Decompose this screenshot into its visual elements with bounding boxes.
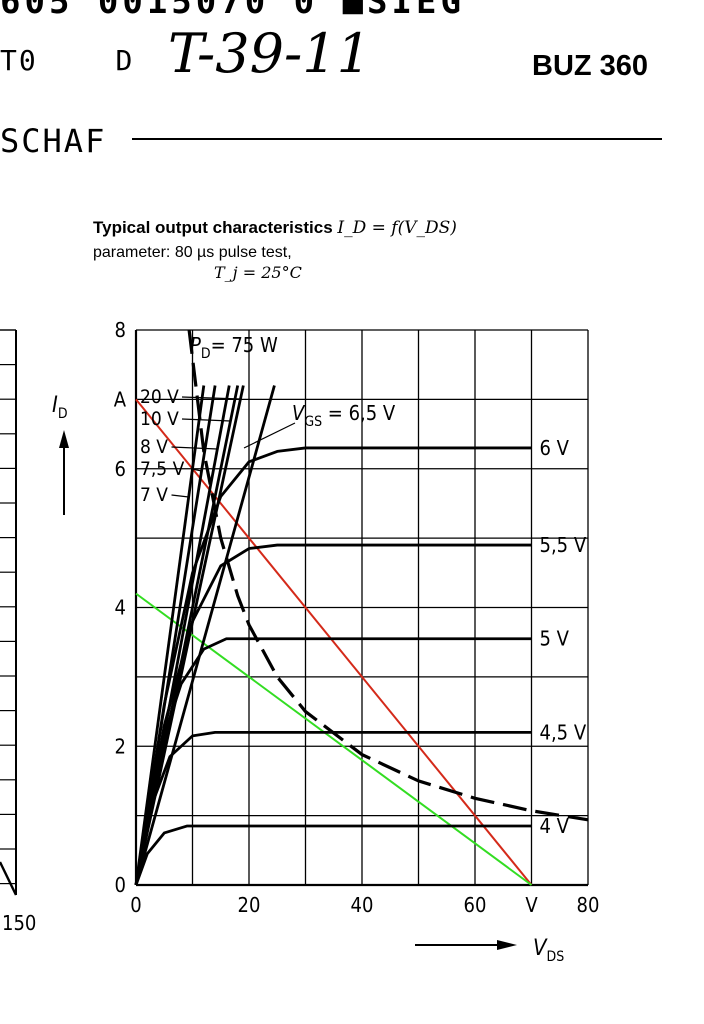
header-left-code-1: T0 [0, 44, 38, 77]
chart-title-formula: I_D = f(V_DS) [337, 218, 457, 238]
curve-6-5-v [134, 385, 276, 886]
curve-leader-20-v [181, 396, 241, 400]
chart-curves [134, 329, 589, 886]
curve-4-5-v [134, 730, 532, 886]
x-axis-label: VDS [533, 936, 564, 965]
x-tick-20: 20 [238, 893, 261, 917]
vgs-leader [243, 422, 296, 449]
header-left-code-2: D [115, 44, 135, 77]
curve-label-4-5-v: 4,5 V [540, 720, 587, 744]
x-unit-label: V [525, 893, 538, 917]
part-number: BUZ 360 [532, 50, 649, 82]
y-axis-arrow-head [59, 430, 69, 448]
x-tick-60: 60 [464, 893, 487, 917]
x-axis-arrow-head [497, 940, 517, 950]
curve-leader-7-5-v [192, 468, 202, 472]
y-tick-4: 4 [115, 596, 126, 620]
chart-ticks: 0 20 40 60 80 V 0 2 4 6 8 A [114, 318, 600, 917]
y-axis-label: ID [52, 393, 68, 422]
x-tick-0: 0 [130, 893, 141, 917]
chart-subtitle-temp: T_j = 25°C [214, 263, 302, 282]
chart-subtitle-1: parameter: 80 µs pulse test, [93, 244, 292, 261]
curve-label-7-5-v: 7,5 V [140, 458, 185, 480]
chart-title-text: Typical output characteristics [93, 218, 333, 237]
left-frag-curve [0, 861, 18, 896]
y-tick-2: 2 [115, 734, 126, 758]
curve-6-v [134, 446, 532, 886]
power-annotation: PD= 75 W [190, 333, 278, 362]
handwritten-code: T-39-11 [168, 22, 371, 85]
curve-label-5-v: 5 V [540, 627, 570, 651]
curve-leader-7-v [171, 494, 189, 498]
chart-labels: 6 V 5,5 V 5 V 4,5 V 4 V 20 V10 V 8 V7,5 V 7 V VG… [140, 333, 587, 838]
header-left-codes: T0 D [0, 44, 134, 77]
y-tick-0: 0 [115, 873, 126, 897]
load-line-1 [135, 398, 533, 886]
chart-title: Typical output characteristics I_D = f(V… [93, 218, 457, 238]
curve-4-v [134, 824, 532, 886]
curve-leader-8-v [171, 446, 218, 450]
y-tick-6: 6 [115, 457, 126, 481]
curve-label-7-v: 7 V [140, 484, 168, 506]
curve-label-20-v: 20 V [140, 386, 179, 408]
header-scan-line: 605 0015070 0 ■SIEG [0, 0, 465, 22]
vgs-annotation: VGS = 6,5 V [292, 401, 396, 430]
curve-label-6-v: 6 V [540, 436, 570, 460]
y-tick-8: 8 [115, 318, 126, 342]
y-unit-label: A [114, 387, 127, 411]
power-hyperbola [187, 329, 589, 822]
curve-label-8-v: 8 V [140, 436, 168, 458]
left-chart-fragment [0, 329, 18, 896]
chart-subtitle-2: T_j = 25°C [214, 264, 302, 283]
curve-label-10-v: 10 V [140, 408, 179, 430]
curve-7-v [134, 385, 206, 886]
section-title: SCHAF [0, 122, 107, 160]
x-tick-40: 40 [351, 893, 374, 917]
curve-leader-10-v [181, 418, 231, 422]
curve-label-4-v: 4 V [540, 814, 570, 838]
curve-label-5-5-v: 5,5 V [540, 533, 587, 557]
x-tick-80: 80 [577, 893, 600, 917]
section-rule [132, 138, 662, 140]
curve-5-5-v [134, 543, 532, 886]
curve-5-v [134, 637, 532, 886]
left-chart-tick-150: 150 [2, 911, 36, 935]
